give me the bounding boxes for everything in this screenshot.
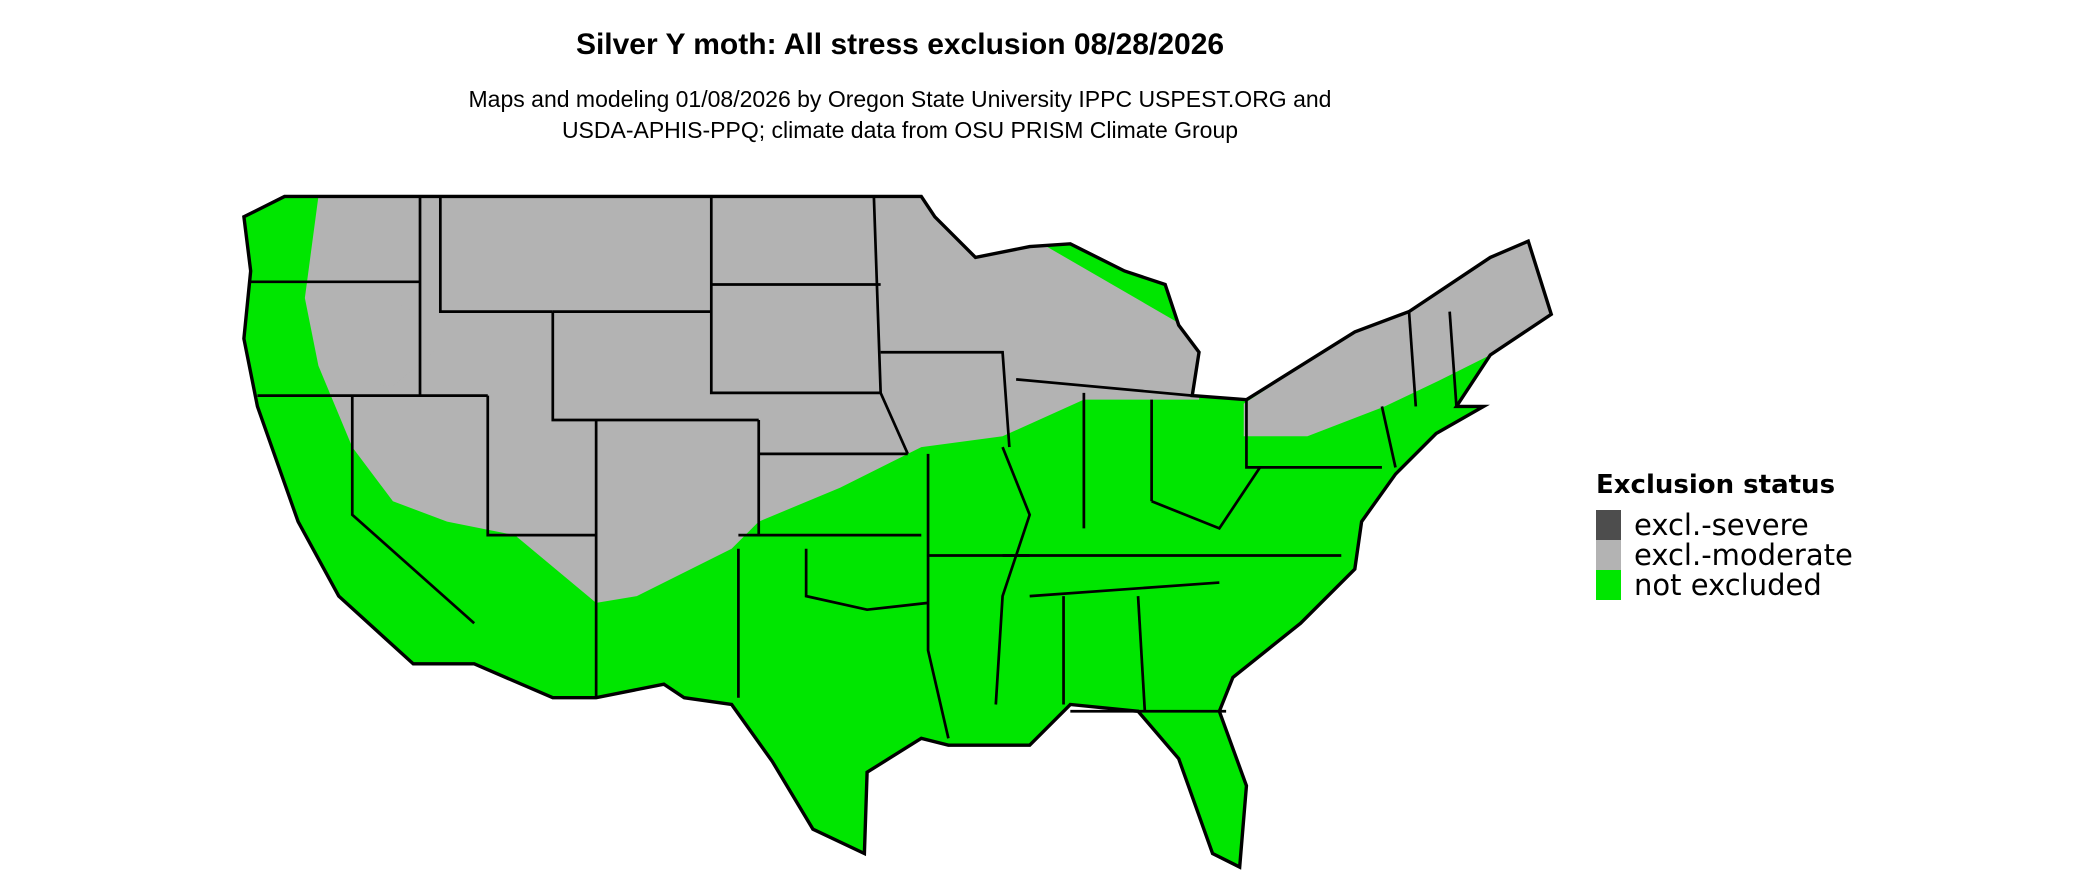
- legend-swatch-excl-moderate: [1596, 540, 1621, 570]
- legend-swatch-excl-severe: [1596, 510, 1621, 540]
- legend-label: excl.-moderate: [1634, 538, 1853, 572]
- map-title: Silver Y moth: All stress exclusion 08/2…: [575, 28, 1225, 61]
- legend-item-not-excluded: not excluded: [1596, 570, 1853, 600]
- legend-swatch-not-excluded: [1596, 570, 1621, 600]
- legend-label: not excluded: [1634, 568, 1822, 602]
- legend: Exclusion status excl.-severe excl.-mode…: [1596, 470, 1853, 600]
- excl-moderate-area-oregon: [311, 304, 434, 387]
- map-subtitle-line-1: Maps and modeling 01/08/2026 by Oregon S…: [468, 86, 1332, 112]
- map-subtitle-line-2: USDA-APHIS-PPQ; climate data from OSU PR…: [561, 117, 1239, 143]
- legend-label: excl.-severe: [1634, 508, 1809, 542]
- legend-item-excl-severe: excl.-severe: [1596, 510, 1853, 540]
- excl-moderate-area-northeast: [1243, 237, 1552, 437]
- excl-moderate-area-west-central: [304, 196, 1206, 603]
- state-borders: [250, 196, 1458, 739]
- legend-title: Exclusion status: [1596, 470, 1836, 500]
- legend-item-excl-moderate: excl.-moderate: [1596, 540, 1853, 570]
